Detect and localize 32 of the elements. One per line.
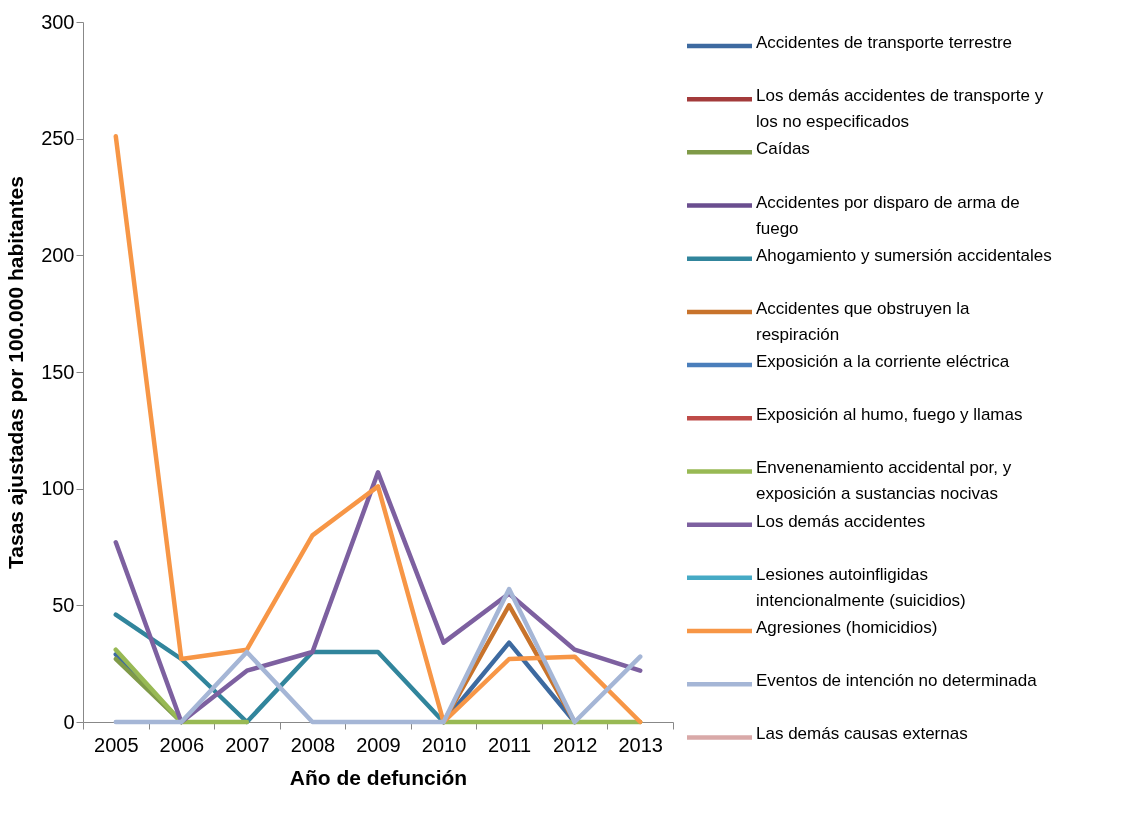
y-tick-label: 250 — [41, 127, 75, 150]
legend-label: Eventos de intención no determinada — [756, 671, 1038, 691]
legend-label: Ahogamiento y sumersión accidentales — [756, 245, 1052, 265]
legend-label: Las demás causas externas — [756, 724, 968, 744]
legend-label: Los demás accidentes — [756, 511, 926, 531]
x-tick-label: 2005 — [94, 733, 139, 756]
legend-label: Agresiones (homicidios) — [756, 618, 938, 638]
y-tick-label: 150 — [41, 360, 75, 383]
y-tick-label: 300 — [41, 10, 75, 33]
x-tick-label: 2009 — [356, 733, 401, 756]
x-tick-label: 2008 — [290, 733, 336, 756]
y-axis-title: Tasas ajustadas por 100.000 habitantes — [4, 176, 28, 569]
x-tick-label: 2010 — [421, 733, 467, 756]
x-tick-label: 2012 — [552, 733, 598, 756]
legend-label: Caídas — [756, 139, 810, 159]
x-tick-label: 2011 — [488, 733, 532, 756]
y-tick-label: 100 — [41, 477, 75, 500]
legend-label: Accidentes que obstruyen la respiración — [756, 298, 971, 344]
x-tick-label: 2013 — [618, 733, 663, 756]
legend-label: Envenenamiento accidental por, y exposición a sustancias nocivas — [756, 458, 1012, 504]
legend-label: Lesiones autoinfligidas intencionalmente (suicidios) — [756, 564, 966, 610]
x-axis-title: Año de defunción — [289, 765, 468, 789]
x-tick-label: 2007 — [225, 733, 270, 756]
legend-label: Los demás accidentes de transporte y los no especificados — [756, 86, 1044, 132]
y-tick-label: 200 — [41, 243, 75, 266]
x-tick-label: 2006 — [159, 733, 205, 756]
y-tick-label: 0 — [63, 710, 75, 733]
y-tick-label: 50 — [52, 593, 75, 616]
legend-label: Accidentes de transporte terrestre — [756, 32, 1013, 52]
legend-label: Exposición a la corriente eléctrica — [756, 352, 1010, 372]
legend-label: Accidentes por disparo de arma de fuego — [756, 192, 1020, 238]
legend-label: Exposición al humo, fuego y llamas — [756, 405, 1023, 425]
